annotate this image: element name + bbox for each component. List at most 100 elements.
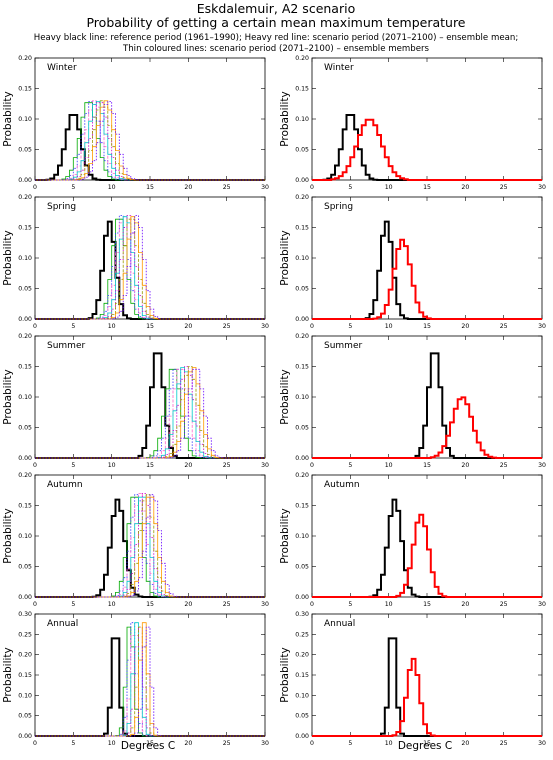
y-tick-label: 0.10 [295, 394, 309, 401]
caption-line-1: Heavy black line: reference period (1961… [34, 33, 518, 43]
series-reference-line [312, 352, 542, 459]
y-tick-label: 0.20 [295, 55, 309, 62]
x-tick-label: 20 [184, 323, 192, 330]
x-tick-label: 25 [500, 740, 508, 747]
season-label: Winter [324, 63, 354, 73]
x-tick-label: 5 [348, 601, 352, 608]
x-tick-label: 30 [261, 462, 269, 469]
y-axis-label: Probability [2, 369, 14, 425]
x-tick-label: 15 [146, 601, 154, 608]
x-tick-label: 5 [348, 462, 352, 469]
x-tick-label: 15 [146, 323, 154, 330]
y-tick-label: 0.15 [18, 225, 32, 232]
x-tick-label: 20 [461, 601, 469, 608]
caption-line-2: Thin coloured lines: scenario period (20… [122, 44, 430, 54]
y-tick-label: 0.15 [18, 86, 32, 93]
x-tick-label: 20 [184, 740, 192, 747]
x-tick-label: 20 [461, 740, 469, 747]
x-tick-label: 20 [184, 462, 192, 469]
x-tick-label: 25 [500, 184, 508, 191]
series-member-line [35, 494, 265, 598]
y-tick-label: 0.20 [295, 333, 309, 340]
x-tick-label: 30 [261, 184, 269, 191]
y-tick-label: 0.20 [295, 472, 309, 479]
series-member-line [35, 101, 265, 181]
y-tick-label: 0.10 [18, 255, 32, 262]
y-tick-label: 0.05 [18, 286, 32, 293]
x-tick-label: 25 [500, 323, 508, 330]
panel-spring-ensemble-mean: 0.00 0.05 0.10 0.15 0.20 0 5 10 15 20 25 30 Probabil… [279, 194, 546, 330]
x-tick-label: 0 [33, 740, 37, 747]
x-tick-label: 5 [348, 323, 352, 330]
x-tick-label: 10 [385, 601, 393, 608]
panel-autumn-ensemble-members: 0.00 0.05 0.10 0.15 0.20 0 5 10 15 20 25 30 Probabil… [2, 472, 269, 608]
x-tick-label: 20 [461, 462, 469, 469]
y-tick-label: 0.20 [18, 472, 32, 479]
y-axis-label: Probability [2, 508, 14, 564]
y-tick-label: 0.05 [295, 425, 309, 432]
y-tick-label: 0.25 [18, 631, 32, 638]
y-tick-label: 0.00 [295, 177, 309, 184]
series-member-line [35, 626, 265, 737]
y-tick-label: 0.05 [18, 425, 32, 432]
x-tick-label: 5 [348, 184, 352, 191]
y-tick-label: 0.10 [18, 533, 32, 540]
x-tick-label: 20 [184, 184, 192, 191]
x-tick-label: 30 [261, 323, 269, 330]
x-tick-label: 10 [385, 323, 393, 330]
panel-spring-ensemble-members: 0.00 0.05 0.10 0.15 0.20 0 5 10 15 20 25 30 Probabil… [2, 194, 269, 330]
x-tick-label: 5 [71, 601, 75, 608]
x-tick-label: 0 [310, 462, 314, 469]
y-tick-label: 0.30 [295, 611, 309, 618]
x-tick-label: 10 [385, 184, 393, 191]
y-tick-label: 0.10 [295, 116, 309, 123]
x-tick-label: 5 [71, 740, 75, 747]
series-ensemble-mean-line [312, 238, 542, 320]
series-reference-line [312, 637, 542, 737]
x-tick-label: 25 [223, 601, 231, 608]
x-tick-label: 5 [71, 184, 75, 191]
y-tick-label: 0.00 [295, 316, 309, 323]
season-label: Spring [47, 202, 76, 212]
x-tick-label: 0 [33, 601, 37, 608]
y-tick-label: 0.05 [295, 286, 309, 293]
season-label: Summer [324, 341, 362, 351]
series-ensemble-mean-line [312, 513, 542, 598]
y-tick-label: 0.05 [18, 564, 32, 571]
x-tick-label: 30 [261, 740, 269, 747]
panel-winter-ensemble-mean: 0.00 0.05 0.10 0.15 0.20 0 5 10 15 20 25 30 Probabil… [279, 55, 546, 191]
y-axis-label: Probability [2, 91, 14, 147]
x-tick-label: 5 [71, 462, 75, 469]
chart-subtitle: Probability of getting a certain mean ma… [86, 15, 465, 30]
y-tick-label: 0.25 [295, 631, 309, 638]
series-reference-line [35, 352, 265, 459]
y-tick-label: 0.10 [18, 394, 32, 401]
x-tick-label: 15 [146, 462, 154, 469]
series-ensemble-mean-line [312, 396, 542, 459]
series-ensemble-mean-line [312, 657, 542, 737]
y-tick-label: 0.20 [295, 194, 309, 201]
series-ensemble-mean-line [312, 118, 542, 181]
x-tick-label: 25 [223, 184, 231, 191]
x-tick-label: 0 [33, 323, 37, 330]
x-tick-label: 10 [108, 740, 116, 747]
x-tick-label: 30 [538, 740, 546, 747]
y-tick-label: 0.00 [295, 455, 309, 462]
x-tick-label: 0 [310, 184, 314, 191]
y-tick-label: 0.15 [18, 672, 32, 679]
season-label: Winter [47, 63, 77, 73]
plot-frame [311, 613, 543, 737]
y-tick-label: 0.20 [18, 333, 32, 340]
y-tick-label: 0.30 [18, 611, 32, 618]
season-label: Autumn [324, 480, 360, 490]
y-tick-label: 0.10 [18, 116, 32, 123]
y-tick-label: 0.05 [295, 713, 309, 720]
series-member-line [35, 368, 265, 459]
x-tick-label: 10 [108, 184, 116, 191]
y-tick-label: 0.15 [295, 225, 309, 232]
y-tick-label: 0.00 [18, 177, 32, 184]
y-axis-label: Probability [279, 230, 291, 286]
series-member-line [35, 101, 265, 181]
x-tick-label: 25 [223, 462, 231, 469]
